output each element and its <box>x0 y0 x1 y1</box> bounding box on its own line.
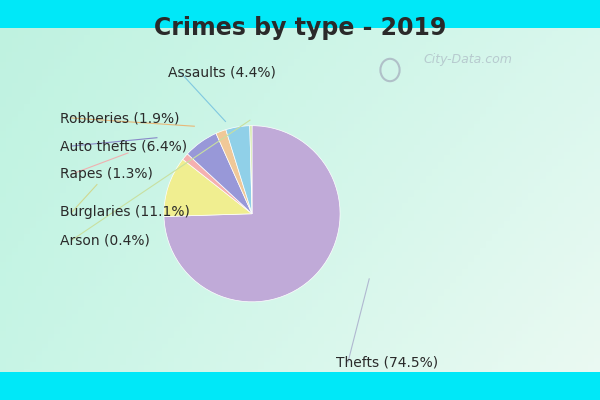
Text: Crimes by type - 2019: Crimes by type - 2019 <box>154 16 446 40</box>
Wedge shape <box>216 130 252 214</box>
Wedge shape <box>164 159 252 216</box>
Wedge shape <box>187 133 252 214</box>
Text: Robberies (1.9%): Robberies (1.9%) <box>60 111 179 125</box>
Text: Arson (0.4%): Arson (0.4%) <box>60 233 150 247</box>
Text: Assaults (4.4%): Assaults (4.4%) <box>168 65 276 79</box>
Text: Thefts (74.5%): Thefts (74.5%) <box>336 355 438 369</box>
Text: Auto thefts (6.4%): Auto thefts (6.4%) <box>60 139 187 153</box>
Wedge shape <box>250 126 252 214</box>
Text: Burglaries (11.1%): Burglaries (11.1%) <box>60 205 190 219</box>
Text: City-Data.com: City-Data.com <box>424 54 512 66</box>
Text: Rapes (1.3%): Rapes (1.3%) <box>60 167 153 181</box>
Wedge shape <box>226 126 252 214</box>
Wedge shape <box>164 126 340 302</box>
Wedge shape <box>183 154 252 214</box>
